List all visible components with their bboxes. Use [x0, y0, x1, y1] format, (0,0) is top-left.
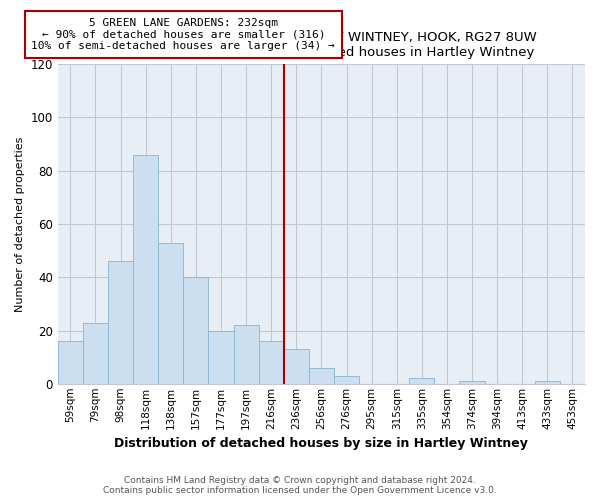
Bar	[233, 325, 259, 384]
Y-axis label: Number of detached properties: Number of detached properties	[15, 136, 25, 312]
Bar	[133, 155, 158, 384]
Bar	[208, 330, 233, 384]
Bar	[535, 381, 560, 384]
Bar	[460, 381, 485, 384]
Bar	[83, 322, 108, 384]
Bar	[58, 341, 83, 384]
X-axis label: Distribution of detached houses by size in Hartley Wintney: Distribution of detached houses by size …	[115, 437, 529, 450]
Title: 5, GREEN LANE GARDENS, HARTLEY WINTNEY, HOOK, RG27 8UW
Size of property relative: 5, GREEN LANE GARDENS, HARTLEY WINTNEY, …	[106, 31, 537, 59]
Bar	[334, 376, 359, 384]
Text: Contains HM Land Registry data © Crown copyright and database right 2024.
Contai: Contains HM Land Registry data © Crown c…	[103, 476, 497, 495]
Bar	[184, 278, 208, 384]
Bar	[284, 349, 309, 384]
Bar	[108, 262, 133, 384]
Bar	[309, 368, 334, 384]
Bar	[259, 341, 284, 384]
Text: 5 GREEN LANE GARDENS: 232sqm
← 90% of detached houses are smaller (316)
10% of s: 5 GREEN LANE GARDENS: 232sqm ← 90% of de…	[31, 18, 335, 51]
Bar	[409, 378, 434, 384]
Bar	[158, 242, 184, 384]
